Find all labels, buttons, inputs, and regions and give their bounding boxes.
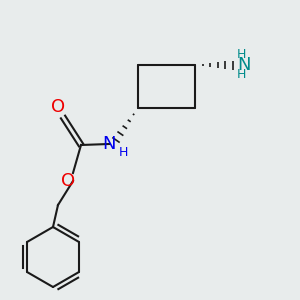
Text: H: H [118,146,128,158]
Text: H: H [237,68,246,82]
Text: O: O [61,172,75,190]
Text: O: O [51,98,65,116]
Text: H: H [237,49,246,62]
Text: N: N [102,135,116,153]
Text: N: N [237,56,250,74]
